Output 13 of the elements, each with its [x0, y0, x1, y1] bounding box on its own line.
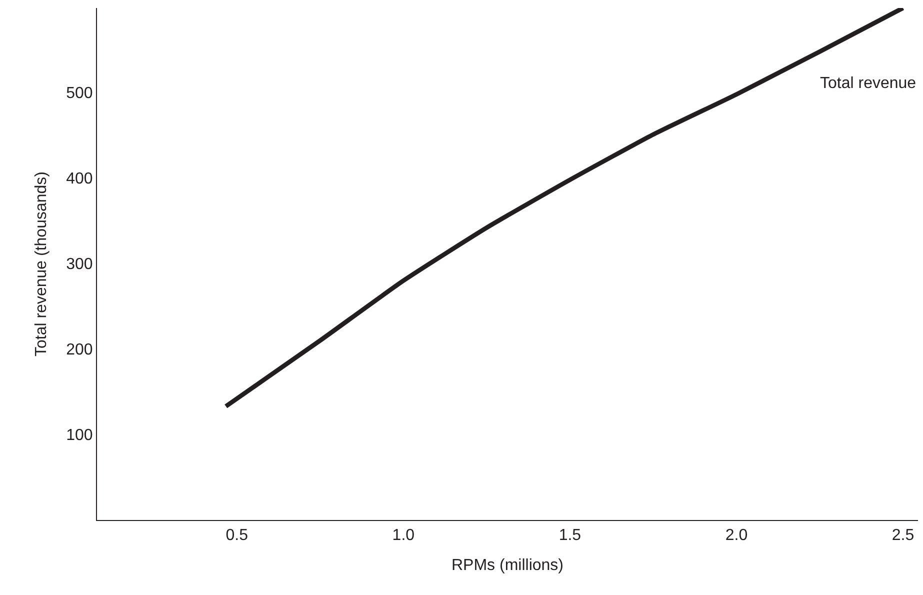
- y-tick-label: 300: [66, 256, 93, 274]
- y-tick-label: 400: [66, 170, 93, 188]
- x-tick-label: 1.0: [392, 527, 415, 544]
- x-tick-label: 2.0: [725, 527, 748, 544]
- y-tick-label: 200: [66, 342, 93, 359]
- y-tick-label: 500: [66, 85, 93, 102]
- x-tick-label: 1.5: [558, 527, 582, 544]
- x-axis-title: RPMs (millions): [452, 556, 564, 574]
- y-axis-title: Total revenue (thousands): [32, 172, 50, 356]
- x-tick-label: 2.5: [892, 527, 914, 544]
- series-label: Total revenue: [820, 75, 916, 92]
- x-tick-label: 0.5: [226, 527, 248, 544]
- y-tick-label: 100: [66, 427, 93, 444]
